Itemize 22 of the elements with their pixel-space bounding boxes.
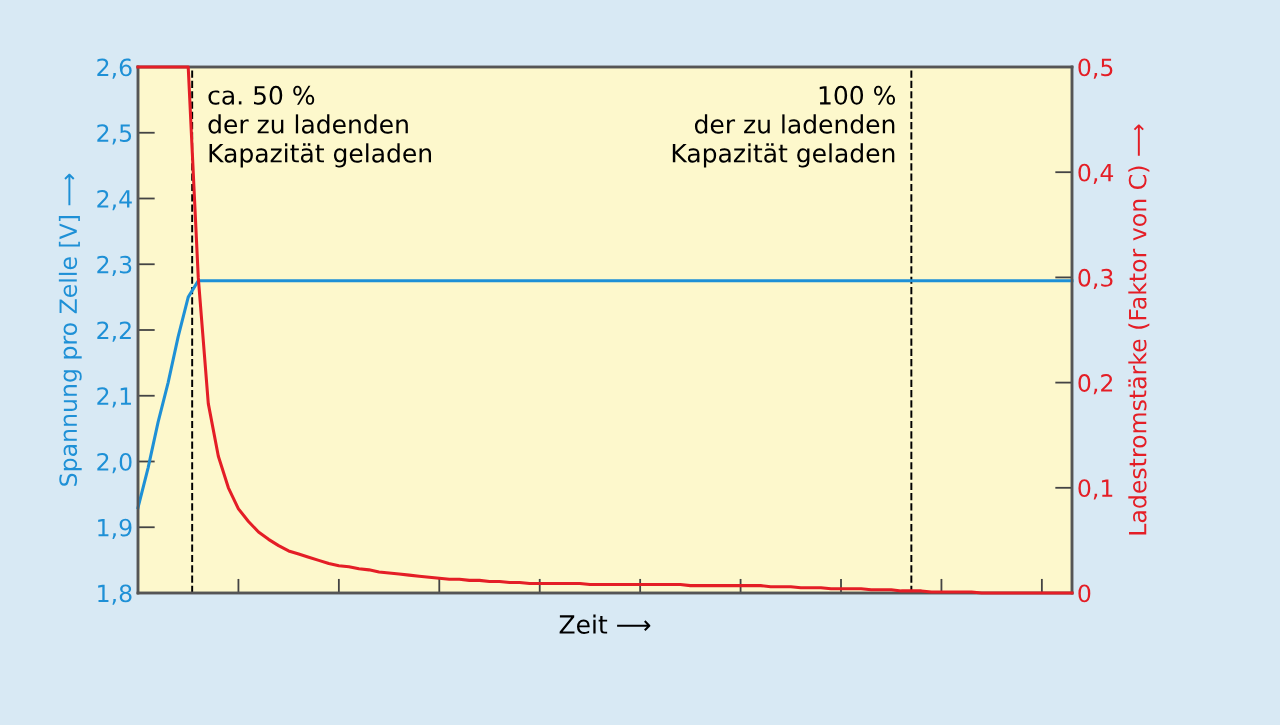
y2-axis-title: Ladestromstärke (Faktor von C) ⟶ [1128, 124, 1150, 535]
y-tick-label: 2,0 [97, 452, 132, 474]
y2-tick-label: 0,5 [1078, 58, 1113, 79]
y-tick-label: 2,4 [97, 189, 132, 211]
x-axis-title: Zeit ⟶ [559, 614, 651, 634]
y-tick-label: 1,8 [98, 584, 132, 605]
y-tick-label: 2,5 [97, 124, 132, 145]
y-tick-label: 2,1 [97, 387, 131, 408]
y-tick-label: 2,6 [97, 58, 132, 79]
y-axis-title: Spannung pro Zelle [V] ⟶ [58, 173, 82, 486]
annotation: 100 % der zu ladenden Kapazität geladen [672, 85, 896, 168]
y2-tick-label: 0,1 [1078, 479, 1113, 500]
y2-tick-label: 0 [1078, 584, 1091, 603]
y2-tick-label: 0,4 [1078, 163, 1114, 184]
line-series [136, 279, 1074, 510]
y-tick-label: 2,2 [97, 321, 131, 342]
line-series [136, 65, 1074, 595]
y-tick-label: 1,9 [98, 518, 132, 539]
y-tick-label: 2,3 [97, 255, 132, 276]
y2-tick-label: 0,2 [1078, 374, 1113, 395]
y2-tick-label: 0,3 [1078, 268, 1113, 290]
annotation: ca. 50 % der zu ladenden Kapazität geladen [208, 85, 432, 168]
